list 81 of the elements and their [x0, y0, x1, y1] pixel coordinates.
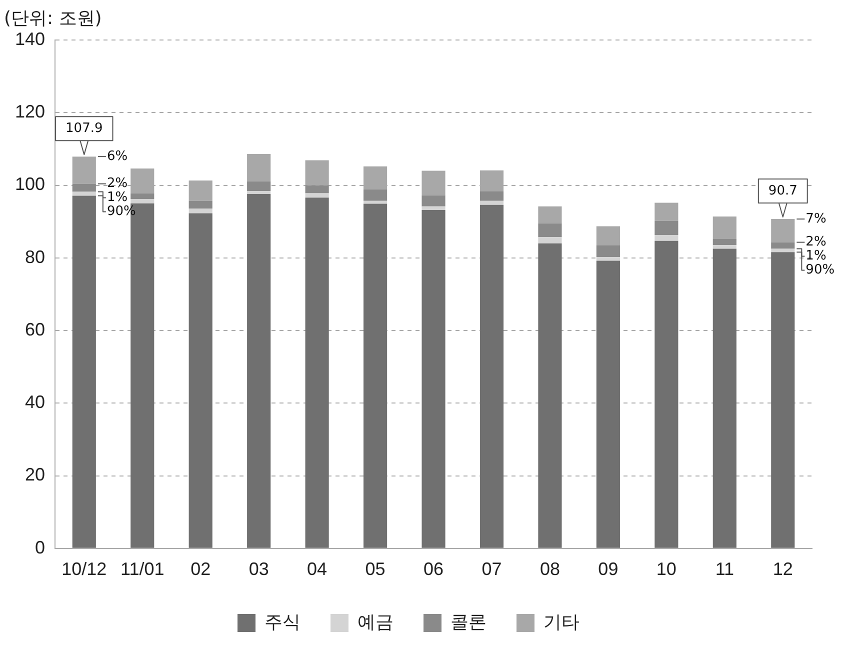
x-tick-label: 10: [656, 559, 676, 580]
bar: [654, 202, 678, 221]
bar: [422, 195, 446, 206]
bar: [188, 200, 212, 208]
bar: [247, 191, 271, 194]
bar: [363, 200, 388, 204]
bar: [247, 181, 271, 192]
legend-label: 주식: [264, 612, 300, 632]
bar: [480, 200, 504, 205]
y-tick-label: 20: [25, 464, 46, 485]
bar: [771, 242, 795, 249]
annotation: 7%: [806, 211, 826, 226]
legend-label: 콜론: [450, 612, 486, 632]
annotation: 107.9: [66, 120, 103, 136]
y-tick-label: 100: [14, 174, 46, 194]
annotation: 90.7: [768, 183, 798, 198]
x-tick-label: 02: [190, 559, 211, 580]
bar: [72, 184, 96, 192]
bar: [188, 213, 212, 548]
bar: [712, 239, 736, 246]
bar: [596, 257, 620, 261]
x-tick-label: 11/01: [120, 559, 164, 580]
bar: [596, 226, 620, 246]
bar: [596, 260, 620, 548]
bar: [538, 223, 562, 238]
annotation: 2%: [106, 176, 128, 192]
y-tick-label: 120: [14, 102, 46, 122]
bar: [305, 193, 329, 198]
bar: [130, 193, 154, 200]
y-tick-label: 60: [25, 319, 46, 340]
bar: [130, 199, 154, 204]
annotation: 90%: [806, 262, 835, 278]
bar: [188, 208, 212, 214]
bar: [422, 170, 446, 196]
annotation: 1%: [806, 248, 826, 264]
bar: [72, 192, 96, 196]
bar: [363, 204, 388, 548]
bar: [654, 240, 678, 548]
x-tick-label: 10/12: [62, 559, 107, 580]
bar: [305, 185, 329, 194]
bar: [422, 206, 446, 210]
bar: [712, 216, 736, 240]
x-tick-label: 06: [424, 559, 444, 580]
bar: [654, 220, 678, 236]
bar: [771, 252, 795, 548]
x-tick-label: 12: [772, 559, 793, 580]
bar: [247, 194, 271, 548]
legend-label: 기타: [544, 612, 580, 632]
bar: [72, 196, 96, 548]
legend-label: 예금: [358, 612, 394, 632]
bar: [480, 191, 504, 201]
bar: [771, 248, 795, 252]
bar: [363, 189, 388, 201]
bar: [771, 219, 795, 242]
annotation: 1%: [106, 190, 128, 206]
x-tick-label: 04: [307, 559, 328, 580]
bar: [654, 235, 678, 241]
y-tick-label: 80: [25, 246, 46, 267]
x-tick-label: 08: [540, 559, 560, 580]
bar: [538, 206, 562, 224]
x-tick-label: 11: [715, 559, 734, 580]
bar: [72, 156, 96, 184]
x-tick-label: 03: [248, 559, 269, 580]
bar: [480, 204, 504, 548]
y-tick-label: 0: [35, 537, 46, 558]
y-tick-label: 140: [14, 28, 46, 49]
bar: [712, 245, 736, 249]
y-axis-title: (단위: 조원): [4, 7, 102, 30]
bar: [538, 237, 562, 244]
y-tick-label: 40: [25, 392, 46, 412]
x-tick-label: 07: [482, 559, 502, 580]
bar: [712, 248, 736, 548]
x-tick-label: 09: [598, 559, 618, 580]
bar: [422, 210, 446, 548]
annotation: 2%: [806, 234, 826, 250]
bar: [538, 243, 562, 548]
annotation: 6%: [106, 148, 128, 164]
bar: [305, 198, 329, 548]
bar: [596, 245, 620, 258]
x-tick-label: 05: [365, 559, 386, 580]
bar: [247, 154, 271, 182]
